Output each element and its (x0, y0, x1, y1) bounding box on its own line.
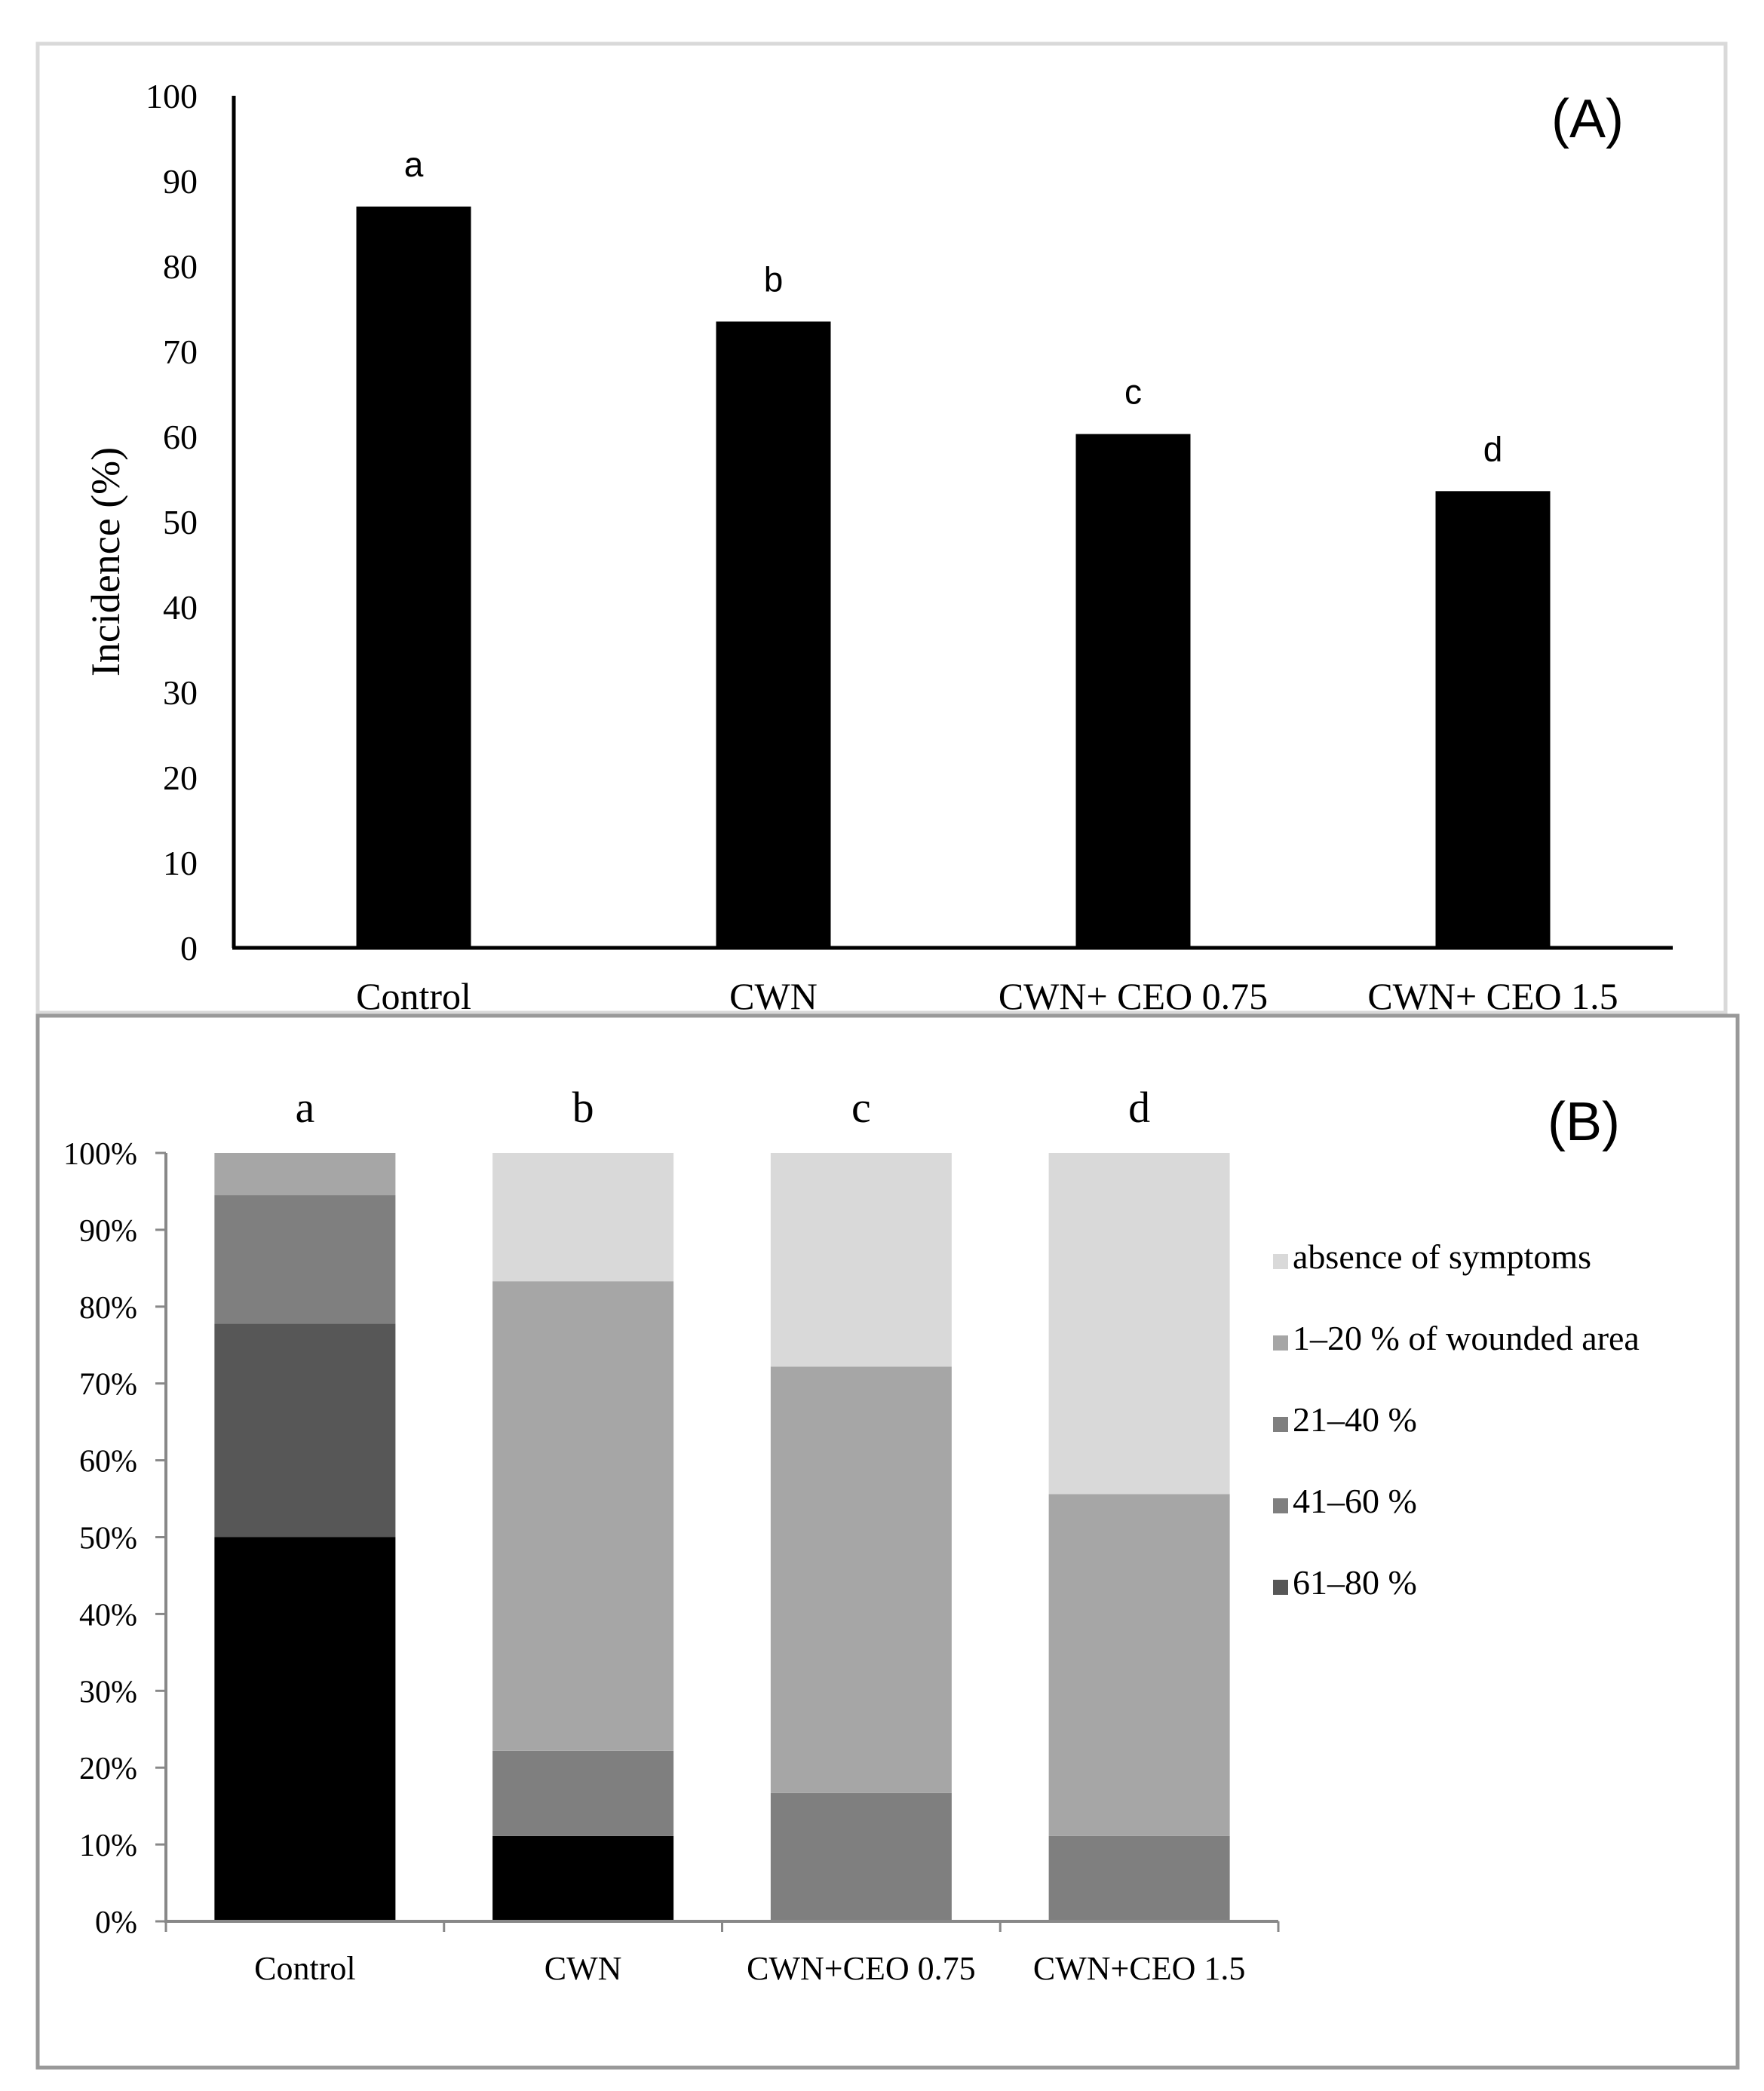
y-axis-title-a: Incidence (%) (83, 447, 128, 676)
legend-swatch (1273, 1417, 1288, 1432)
x-tick-label-b: CWN+CEO 0.75 (747, 1950, 975, 1987)
axis-ticks-b (155, 1151, 1280, 1932)
bar-4 (1435, 491, 1551, 948)
legend-swatch (1273, 1580, 1288, 1595)
legend-label: 41–60 % (1293, 1482, 1417, 1520)
y-tick-label-a: 60 (163, 418, 198, 456)
y-tick-label-b: 100% (63, 1137, 137, 1172)
y-tick-label-b: 90% (79, 1214, 137, 1249)
stack-segment (1048, 1153, 1230, 1495)
legend-label: 1–20 % of wounded area (1293, 1319, 1640, 1357)
stack-segment (214, 1195, 396, 1324)
y-tick-label-a: 0 (180, 929, 198, 967)
legend-swatch (1273, 1335, 1288, 1351)
significance-letter-b: a (296, 1083, 315, 1132)
y-tick-label-a: 20 (163, 759, 198, 797)
y-tick-label-b: 60% (79, 1445, 137, 1479)
y-tick-label-b: 40% (79, 1598, 137, 1633)
significance-letters-b: a b c d (296, 1083, 1151, 1132)
y-tick-label-a: 90 (163, 162, 198, 201)
legend-swatch (1273, 1498, 1288, 1513)
stack-segment (214, 1153, 396, 1196)
x-tick-label-b: Control (254, 1950, 355, 1987)
stack-segment (770, 1792, 952, 1921)
significance-letter-a: a (404, 145, 424, 184)
stack-segment (492, 1281, 674, 1751)
y-tick-labels-a: 0 10 20 30 40 50 60 70 80 90 100 (146, 77, 198, 967)
x-tick-label-b: CWN (545, 1950, 622, 1987)
x-tick-labels-a: Control CWN CWN+ CEO 0.75 CWN+ CEO 1.5 (356, 975, 1618, 1017)
y-tick-label-a: 50 (163, 503, 198, 541)
chart-a: (A) Incidence (%) 0 10 20 30 40 50 60 70 80 90 100… (83, 77, 1673, 1017)
bar-3 (1075, 434, 1191, 948)
x-tick-label-a: CWN (729, 975, 818, 1017)
legend-label: 61–80 % (1293, 1563, 1417, 1602)
y-tick-label-a: 30 (163, 673, 198, 712)
y-tick-label-b: 20% (79, 1752, 137, 1786)
y-tick-label-a: 70 (163, 333, 198, 371)
stack-segment (492, 1750, 674, 1836)
stack-segment (1048, 1835, 1230, 1921)
y-tick-label-b: 50% (79, 1522, 137, 1556)
stack-segment (214, 1537, 396, 1921)
stack-segment (1048, 1494, 1230, 1836)
x-tick-label-a: Control (356, 975, 471, 1017)
stack-segment (492, 1153, 674, 1282)
y-tick-labels-b: 0% 10% 20% 30% 40% 50% 60% 70% 80% 90% 100% (63, 1137, 137, 1940)
x-tick-label-b: CWN+CEO 1.5 (1033, 1950, 1245, 1987)
legend-label: 21–40 % (1293, 1400, 1417, 1439)
bar-2 (716, 321, 831, 948)
y-tick-label-a: 100 (146, 77, 198, 115)
stack-segment (770, 1366, 952, 1793)
significance-letter-b: d (1128, 1083, 1150, 1132)
x-tick-label-a: CWN+ CEO 1.5 (1367, 975, 1618, 1017)
y-tick-label-b: 10% (79, 1829, 137, 1863)
stack-segment (770, 1153, 952, 1367)
stack-segment (492, 1835, 674, 1921)
significance-letter-b: c (851, 1083, 871, 1132)
y-tick-label-a: 10 (163, 844, 198, 882)
y-tick-label-a: 80 (163, 247, 198, 286)
panel-b-frame (35, 1013, 1740, 2070)
y-tick-label-b: 80% (79, 1291, 137, 1326)
stack-segment (214, 1323, 396, 1538)
significance-letter-b: b (572, 1083, 594, 1132)
y-tick-label-b: 30% (79, 1675, 137, 1709)
significance-letter-a: b (764, 259, 784, 299)
significance-letter-a: c (1124, 373, 1142, 412)
stacked-bars-b (214, 1153, 1230, 1921)
x-tick-labels-b: Control CWN CWN+CEO 0.75 CWN+CEO 1.5 (254, 1950, 1245, 1987)
y-tick-label-a: 40 (163, 588, 198, 627)
significance-letter-a: d (1483, 429, 1503, 468)
legend-swatch (1273, 1254, 1288, 1269)
legend-b: absence of symptoms 1–20 % of wounded are… (1273, 1237, 1640, 1602)
bars-a (356, 206, 1551, 948)
x-tick-label-a: CWN+ CEO 0.75 (999, 975, 1268, 1017)
legend-label: absence of symptoms (1293, 1237, 1591, 1276)
significance-letters-a: a b c d (404, 145, 1503, 468)
y-tick-label-b: 0% (95, 1906, 137, 1940)
panel-a-label: (A) (1551, 89, 1624, 149)
y-tick-label-b: 70% (79, 1368, 137, 1403)
panel-a-frame (35, 41, 1728, 1015)
bar-1 (356, 206, 471, 948)
panel-b-label: (B) (1548, 1092, 1620, 1152)
